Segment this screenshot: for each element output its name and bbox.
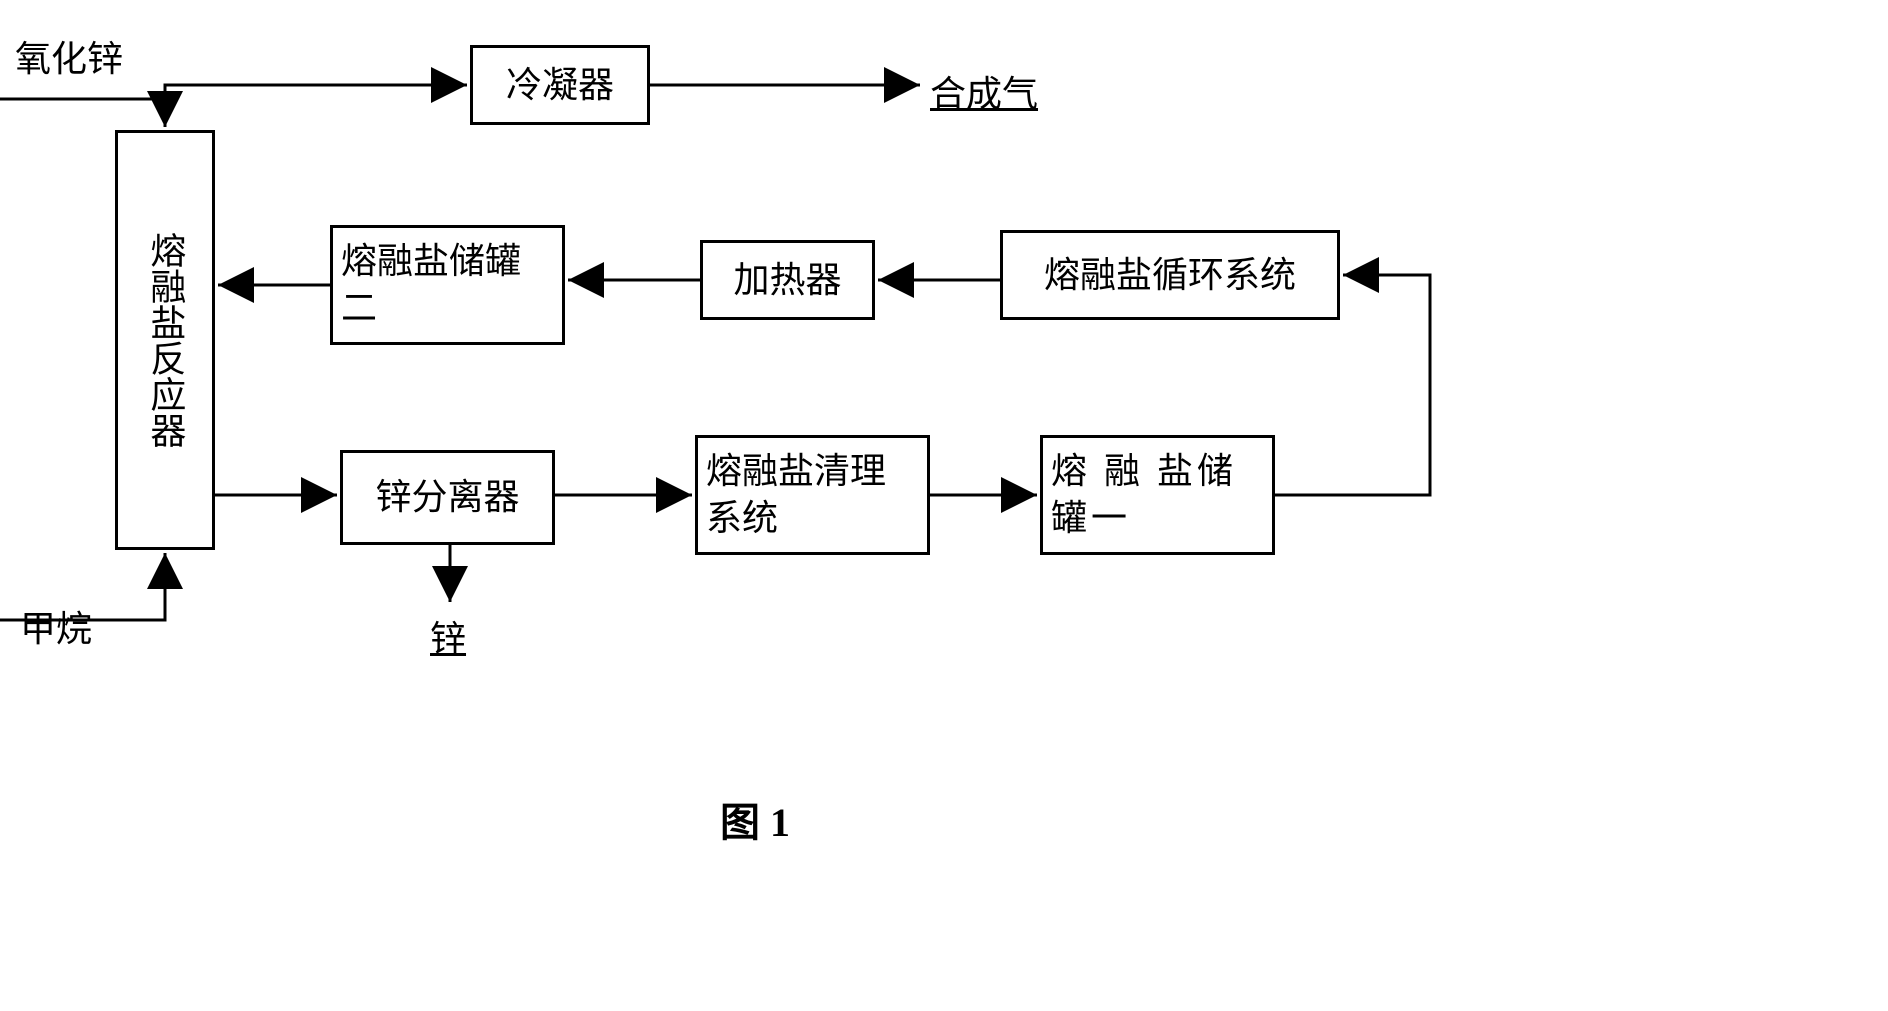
heater-node: 加热器 [700, 240, 875, 320]
reactor-node: 熔融盐反应器 [115, 130, 215, 550]
zinc-output-label: 锌 [430, 610, 466, 662]
circ-label: 熔融盐循环系统 [1044, 252, 1296, 299]
heater-label: 加热器 [733, 257, 841, 304]
separator-label: 锌分离器 [375, 474, 519, 521]
tank2-label: 熔融盐储罐二 [341, 238, 554, 332]
syngas-output-label: 合成气 [930, 65, 1038, 117]
circ-node: 熔融盐循环系统 [1000, 230, 1340, 320]
figure-caption: 图 1 [720, 790, 790, 848]
arrows-layer [0, 0, 1888, 1011]
tank1-label: 熔 融 盐储罐一 [1051, 448, 1264, 542]
clean-label: 熔融盐清理系统 [706, 448, 919, 542]
condenser-node: 冷凝器 [470, 45, 650, 125]
methane-input-label: 甲烷 [20, 600, 92, 652]
tank2-node: 熔融盐储罐二 [330, 225, 565, 345]
condenser-label: 冷凝器 [506, 62, 614, 109]
zinc-oxide-input-label: 氧化锌 [15, 30, 123, 82]
separator-node: 锌分离器 [340, 450, 555, 545]
tank1-node: 熔 融 盐储罐一 [1040, 435, 1275, 555]
clean-node: 熔融盐清理系统 [695, 435, 930, 555]
reactor-label: 熔融盐反应器 [142, 232, 189, 448]
